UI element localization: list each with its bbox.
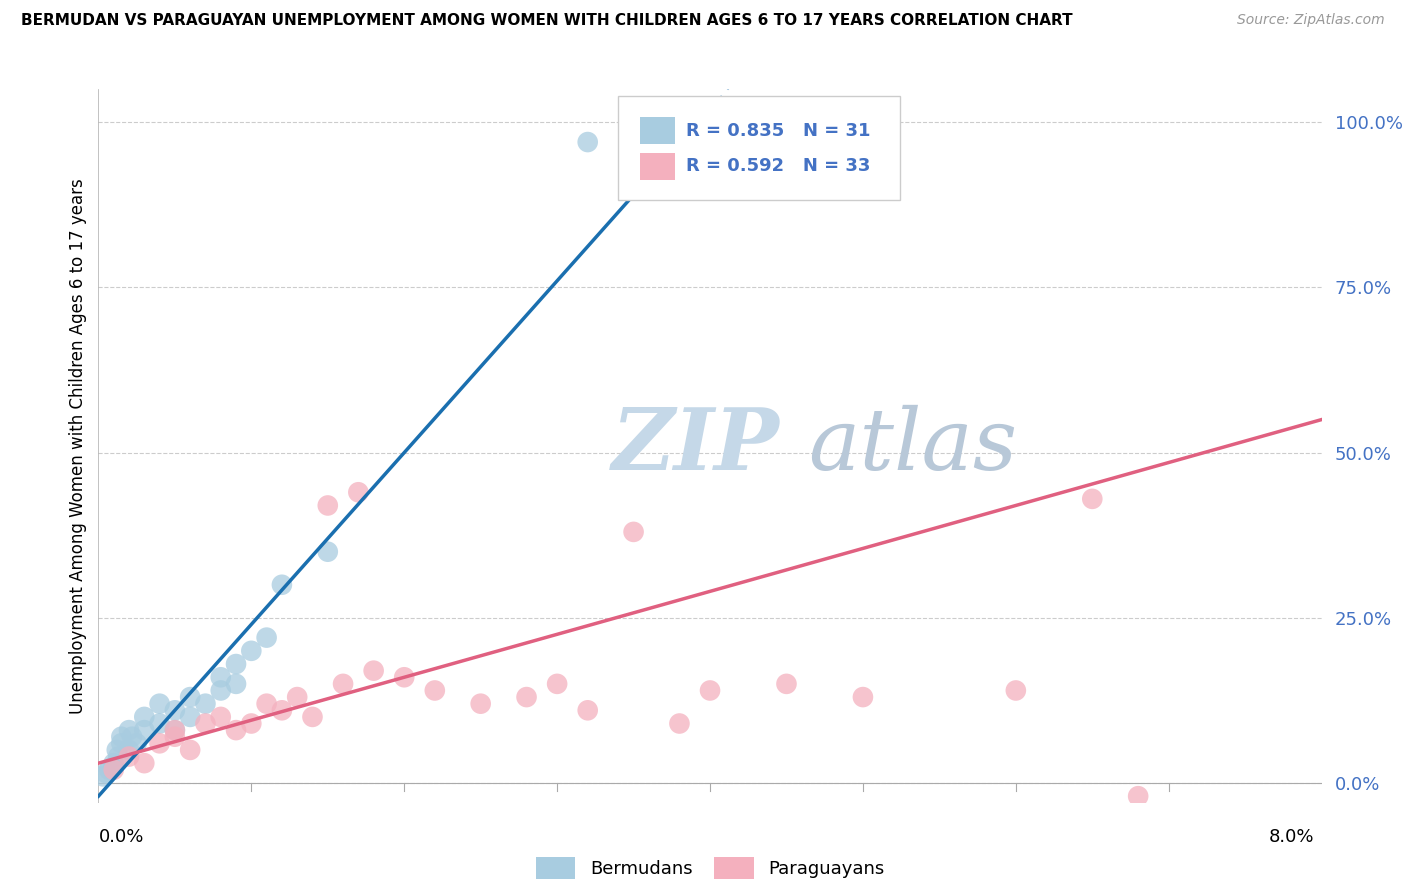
Point [194, 716, 217, 731]
Point [423, 683, 446, 698]
Point [225, 657, 247, 671]
Point [149, 697, 172, 711]
Point [546, 677, 568, 691]
Text: 0.0%: 0.0% [98, 828, 143, 846]
Point [699, 683, 721, 698]
FancyBboxPatch shape [640, 117, 675, 145]
Point [91, 769, 114, 783]
Point [118, 749, 141, 764]
Point [94, 766, 117, 780]
Point [103, 756, 125, 771]
Point [209, 710, 232, 724]
Text: BERMUDAN VS PARAGUAYAN UNEMPLOYMENT AMONG WOMEN WITH CHILDREN AGES 6 TO 17 YEARS: BERMUDAN VS PARAGUAYAN UNEMPLOYMENT AMON… [21, 13, 1073, 29]
Point [285, 690, 308, 704]
Point [240, 644, 263, 658]
Point [225, 677, 247, 691]
Text: atlas: atlas [808, 405, 1017, 487]
Point [149, 736, 172, 750]
Text: 8.0%: 8.0% [1270, 828, 1315, 846]
Point [240, 716, 263, 731]
Point [163, 723, 186, 738]
Legend: Bermudans, Paraguayans: Bermudans, Paraguayans [529, 850, 891, 887]
Point [270, 578, 294, 592]
Point [134, 756, 156, 771]
Point [163, 730, 186, 744]
Point [107, 749, 129, 764]
Point [118, 743, 141, 757]
Point [316, 545, 339, 559]
Point [110, 730, 132, 744]
Point [103, 763, 125, 777]
Point [209, 683, 232, 698]
Point [470, 697, 492, 711]
Point [121, 730, 143, 744]
Point [623, 524, 645, 539]
Text: ZIP: ZIP [612, 404, 780, 488]
Point [775, 677, 797, 691]
Point [179, 690, 201, 704]
Point [194, 697, 217, 711]
FancyBboxPatch shape [619, 96, 900, 200]
Point [392, 670, 416, 684]
Point [118, 723, 141, 738]
Point [270, 703, 294, 717]
Point [301, 710, 323, 724]
Point [149, 716, 172, 731]
Point [125, 736, 148, 750]
Point [225, 723, 247, 738]
Point [1128, 789, 1150, 804]
Point [1081, 491, 1104, 506]
Point [576, 135, 599, 149]
Point [98, 763, 121, 777]
Point [668, 716, 690, 731]
Point [103, 759, 125, 773]
Point [110, 736, 132, 750]
Point [179, 710, 201, 724]
Point [332, 677, 354, 691]
Point [516, 690, 538, 704]
Point [576, 703, 599, 717]
Point [363, 664, 385, 678]
Y-axis label: Unemployment Among Women with Children Ages 6 to 17 years: Unemployment Among Women with Children A… [69, 178, 87, 714]
Point [347, 485, 370, 500]
Point [256, 697, 278, 711]
Point [256, 631, 278, 645]
FancyBboxPatch shape [640, 153, 675, 180]
Point [179, 743, 201, 757]
Point [134, 723, 156, 738]
Point [316, 499, 339, 513]
Point [209, 670, 232, 684]
Text: Source: ZipAtlas.com: Source: ZipAtlas.com [1237, 13, 1385, 28]
Point [163, 723, 186, 738]
Text: R = 0.592   N = 33: R = 0.592 N = 33 [686, 157, 870, 175]
Point [134, 710, 156, 724]
Point [852, 690, 875, 704]
Text: R = 0.835   N = 31: R = 0.835 N = 31 [686, 121, 870, 139]
Point [105, 743, 128, 757]
Point [1004, 683, 1026, 698]
Point [163, 703, 186, 717]
